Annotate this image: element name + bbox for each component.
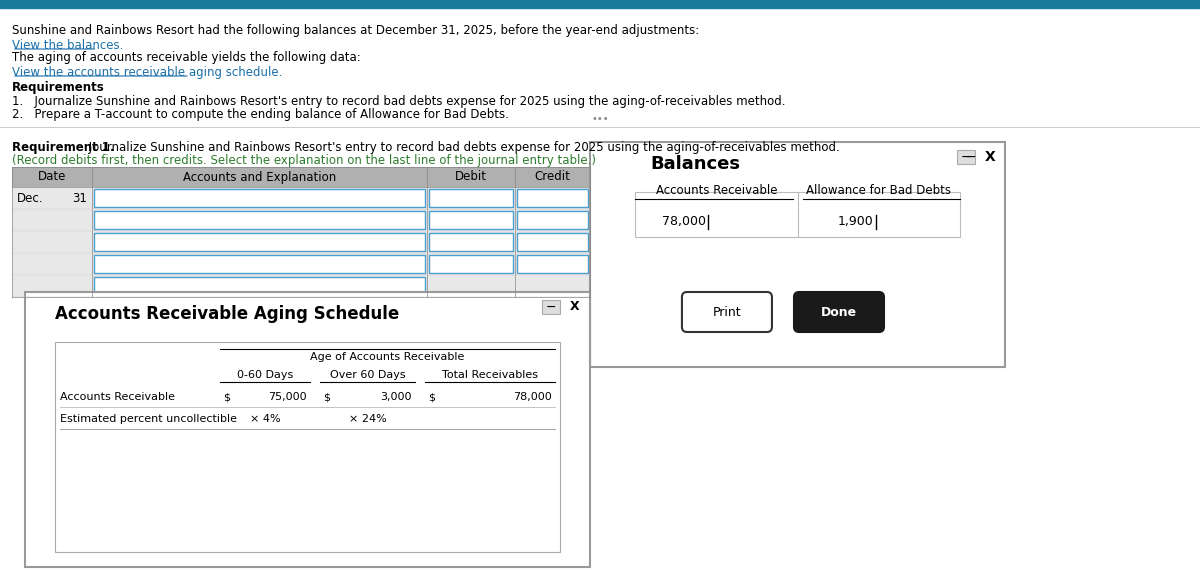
Bar [94, 277, 425, 295]
Text: 3,000: 3,000 [380, 392, 412, 402]
Bar [430, 211, 514, 229]
Text: Requirements: Requirements [12, 81, 104, 94]
Bar [12, 187, 590, 209]
Text: •••: ••• [592, 114, 608, 124]
Text: Age of Accounts Receivable: Age of Accounts Receivable [311, 352, 464, 362]
Bar [517, 255, 588, 273]
Text: Accounts Receivable: Accounts Receivable [60, 392, 175, 402]
Text: −: − [961, 151, 971, 164]
Bar [94, 189, 425, 207]
Text: × 24%: × 24% [349, 414, 386, 424]
FancyBboxPatch shape [794, 292, 884, 332]
Text: The aging of accounts receivable yields the following data:: The aging of accounts receivable yields … [12, 51, 361, 64]
Bar [12, 275, 590, 297]
Text: Print: Print [713, 306, 742, 318]
Bar [430, 233, 514, 251]
Bar [94, 255, 425, 273]
Text: Accounts Receivable: Accounts Receivable [655, 184, 778, 197]
FancyBboxPatch shape [25, 292, 590, 567]
Bar [542, 300, 560, 314]
Text: Accounts Receivable Aging Schedule: Accounts Receivable Aging Schedule [55, 305, 400, 323]
Bar [430, 189, 514, 207]
Text: Balances: Balances [650, 155, 740, 173]
Text: Journalize Sunshine and Rainbows Resort's entry to record bad debts expense for : Journalize Sunshine and Rainbows Resort'… [85, 141, 840, 154]
Text: 78,000: 78,000 [514, 392, 552, 402]
Bar [517, 189, 588, 207]
Text: Date: Date [38, 171, 66, 183]
Bar [430, 255, 514, 273]
Text: −: − [546, 300, 557, 314]
Text: $: $ [323, 392, 330, 402]
Text: Total Receivables: Total Receivables [442, 370, 538, 380]
Bar [55, 342, 560, 552]
Text: Credit: Credit [534, 171, 570, 183]
Text: Allowance for Bad Debts: Allowance for Bad Debts [806, 184, 952, 197]
Text: (Record debits first, then credits. Select the explanation on the last line of t: (Record debits first, then credits. Sele… [12, 154, 596, 167]
Text: 2.   Prepare a T-account to compute the ending balance of Allowance for Bad Debt: 2. Prepare a T-account to compute the en… [12, 108, 509, 121]
Bar [12, 231, 590, 253]
Text: View the accounts receivable aging schedule.: View the accounts receivable aging sched… [12, 66, 282, 79]
Text: Requirement 1.: Requirement 1. [12, 141, 115, 154]
Bar [517, 211, 588, 229]
Text: 31: 31 [72, 191, 88, 204]
Text: X: X [985, 150, 995, 164]
Bar [0, 0, 1200, 8]
FancyBboxPatch shape [590, 142, 1006, 367]
Text: $: $ [223, 392, 230, 402]
Text: X: X [570, 300, 580, 314]
Text: Over 60 Days: Over 60 Days [330, 370, 406, 380]
Text: 78,000: 78,000 [662, 215, 707, 229]
Bar [517, 233, 588, 251]
Text: 1,900: 1,900 [838, 215, 874, 229]
Text: View the balances.: View the balances. [12, 39, 124, 52]
Text: Debit: Debit [455, 171, 487, 183]
Text: 75,000: 75,000 [269, 392, 307, 402]
Text: × 4%: × 4% [250, 414, 281, 424]
FancyBboxPatch shape [682, 292, 772, 332]
Bar [12, 209, 590, 231]
Text: 1.   Journalize Sunshine and Rainbows Resort's entry to record bad debts expense: 1. Journalize Sunshine and Rainbows Reso… [12, 95, 786, 108]
Bar [94, 211, 425, 229]
Text: $: $ [428, 392, 436, 402]
Bar [12, 167, 590, 187]
Text: −: − [964, 150, 976, 164]
Text: Sunshine and Rainbows Resort had the following balances at December 31, 2025, be: Sunshine and Rainbows Resort had the fol… [12, 24, 700, 37]
Bar [635, 192, 960, 237]
Bar [958, 150, 974, 164]
Bar [12, 253, 590, 275]
Text: Estimated percent uncollectible: Estimated percent uncollectible [60, 414, 238, 424]
Text: 0-60 Days: 0-60 Days [236, 370, 293, 380]
Text: Accounts and Explanation: Accounts and Explanation [182, 171, 336, 183]
Bar [94, 233, 425, 251]
Text: Done: Done [821, 306, 857, 318]
Text: Dec.: Dec. [17, 191, 43, 204]
